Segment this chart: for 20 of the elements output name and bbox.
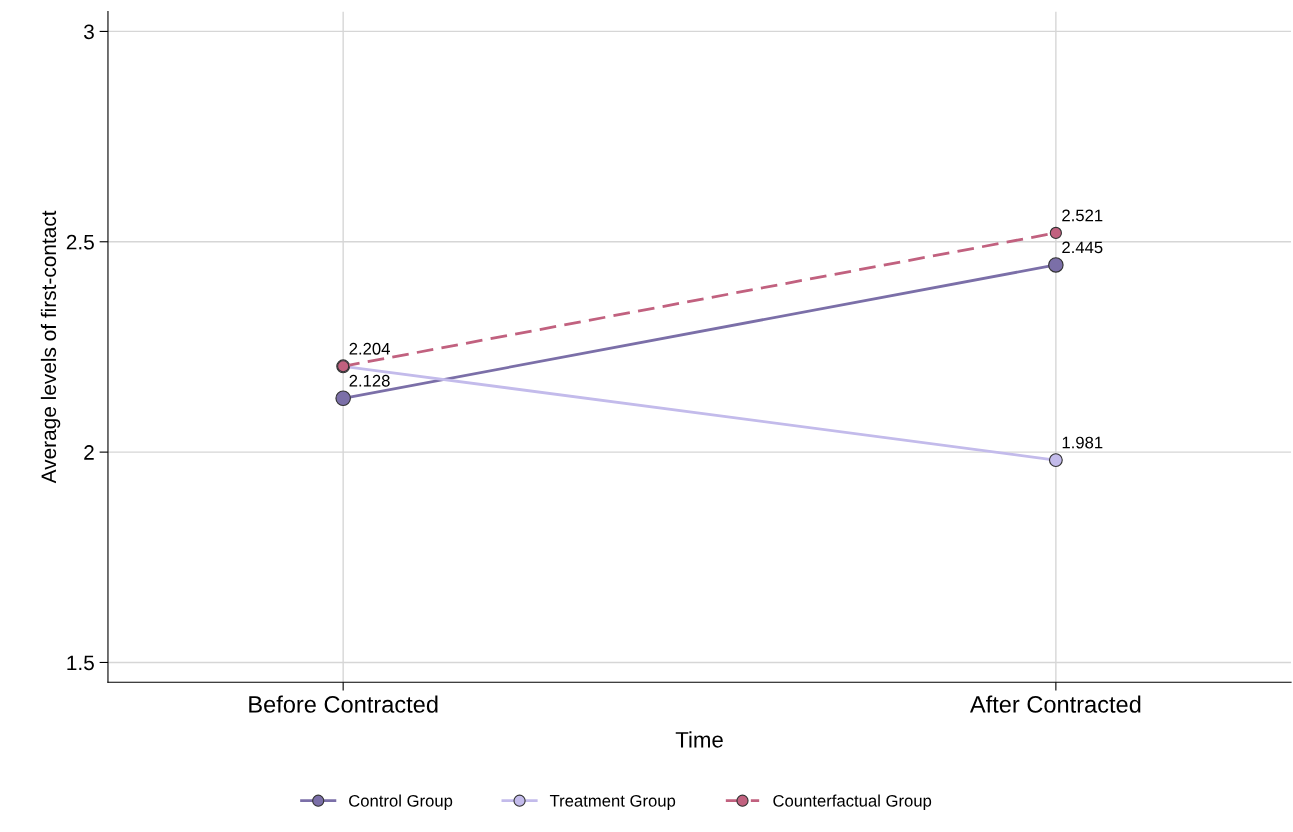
y-tick-label: 2.5 [66,234,94,250]
point [1049,226,1062,240]
x-tick-label: After Contracted [969,695,1141,713]
y-tick-label: 2 [84,445,94,460]
legend-label: Counterfactual Group [773,794,932,811]
data-label: 2.128 [349,374,390,387]
y-axis-title: Average levels of first-contact [40,210,61,484]
data-label: 2.445 [1062,241,1103,254]
data-label: 1.981 [1062,436,1103,449]
legend-label: Control Group [349,794,453,811]
legend-label: Treatment Group [549,794,676,811]
y-tick-label: 1.5 [67,655,94,671]
data-label: 2.521 [1062,209,1103,222]
data-label: 2.204 [349,342,390,355]
x-tick-label: Before Contracted [249,695,438,713]
point [335,390,351,407]
point [1048,257,1064,273]
y-tick-label: 3 [83,24,94,40]
x-axis-title: Time [675,731,723,748]
point [1048,453,1063,468]
